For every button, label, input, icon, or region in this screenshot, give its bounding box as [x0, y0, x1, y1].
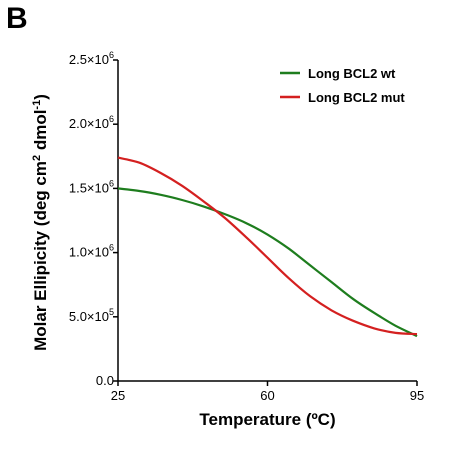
x-ticks: 25 60 95	[111, 381, 424, 403]
legend-label-wt: Long BCL2 wt	[308, 66, 396, 81]
y-tick-label: 2.5×106	[69, 50, 114, 67]
y-tick-label: 1.5×106	[69, 178, 114, 195]
y-tick-label: 2.0×106	[69, 114, 114, 131]
y-axis-title-sup1: 2	[31, 155, 43, 161]
series-lines	[117, 156, 418, 338]
y-tick-label: 5.0×105	[69, 307, 114, 324]
x-axis-title: Temperature (ºC)	[199, 410, 335, 429]
y-axis-title-mid: dmol	[31, 110, 50, 155]
legend-label-mut: Long BCL2 mut	[308, 90, 405, 105]
y-ticks: 0.0 5.0×105 1.0×106 1.5×106 2.0×106 2.5×106	[69, 50, 118, 388]
x-tick-label: 25	[111, 388, 125, 403]
legend: Long BCL2 wt Long BCL2 mut	[280, 66, 405, 105]
series-line-mut	[117, 156, 418, 336]
y-tick-label: 0.0	[96, 373, 114, 388]
y-axis-title-main: Molar Ellipicity (deg cm	[31, 161, 50, 351]
y-axis-title: Molar Ellipicity (deg cm2 dmol-1)	[31, 94, 50, 351]
x-tick-label: 60	[260, 388, 274, 403]
axes	[117, 60, 417, 382]
y-tick-label: 1.0×106	[69, 243, 114, 260]
x-tick-label: 95	[410, 388, 424, 403]
y-axis-title-sup2: -1	[31, 100, 43, 110]
series-line-wt	[117, 187, 418, 338]
panel-label: B	[6, 2, 28, 35]
y-axis-title-end: )	[31, 94, 50, 100]
